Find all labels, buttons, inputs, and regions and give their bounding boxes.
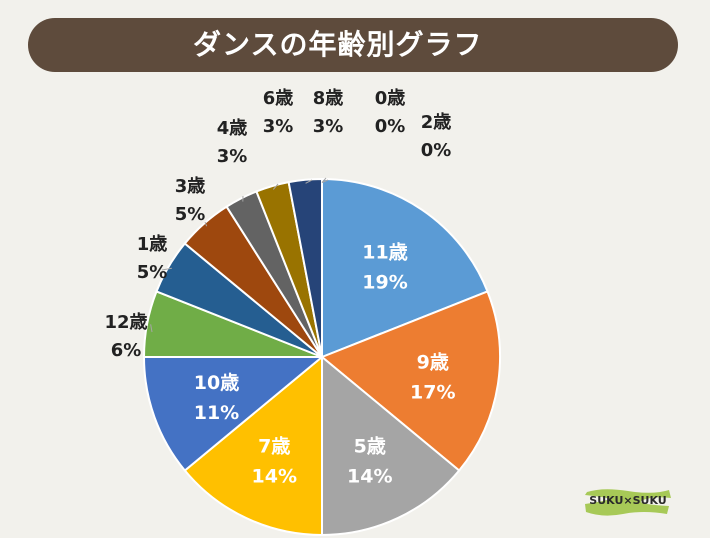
- slice-name-label: 0歳: [375, 88, 406, 109]
- logo: SUKU×SUKU: [583, 486, 673, 516]
- slice-percent-label: 17%: [410, 382, 455, 404]
- slice-percent-label: 3%: [217, 146, 248, 167]
- slice-percent-label: 14%: [252, 465, 297, 487]
- slice-percent-label: 3%: [313, 116, 344, 137]
- pie-slice: [183, 354, 323, 537]
- slice-name-label: 3歳: [175, 176, 206, 197]
- leader-line: [321, 179, 329, 184]
- pie-slice: [320, 290, 501, 472]
- slice-name-label: 11歳: [362, 241, 407, 263]
- leader-line: [272, 183, 279, 190]
- slice-name-label: 1歳: [137, 234, 168, 255]
- slice-percent-label: 6%: [111, 340, 142, 361]
- slice-name-label: 8歳: [313, 88, 344, 109]
- slice-percent-label: 5%: [137, 262, 168, 283]
- slice-name-label: 9歳: [417, 352, 449, 374]
- logo-text: SUKU×SUKU: [589, 494, 667, 507]
- pie-slice: [321, 354, 461, 537]
- slice-percent-label: 11%: [194, 402, 239, 424]
- logo-brush-icon: [585, 489, 671, 516]
- title-bar: ダンスの年齢別グラフ: [28, 18, 678, 72]
- slice-name-label: 12歳: [104, 312, 147, 333]
- slice-percent-label: 0%: [421, 140, 452, 161]
- pie-slice: [287, 177, 323, 358]
- leader-line: [150, 324, 153, 333]
- slice-percent-label: 3%: [263, 116, 294, 137]
- slice-name-label: 7歳: [258, 435, 290, 457]
- slice-name-label: 10歳: [194, 372, 239, 394]
- leader-line: [161, 267, 172, 271]
- pie-slice: [142, 356, 325, 472]
- slice-name-label: 2歳: [421, 112, 452, 133]
- slice-name-label: 6歳: [263, 88, 294, 109]
- pie-slice: [321, 177, 489, 359]
- slice-percent-label: 0%: [375, 116, 406, 137]
- slice-percent-label: 14%: [347, 465, 392, 487]
- leader-line: [305, 179, 313, 184]
- slice-percent-label: 19%: [362, 271, 407, 293]
- slice-name-label: 5歳: [354, 435, 386, 457]
- slice-name-label: 4歳: [217, 118, 248, 139]
- slice-percent-label: 5%: [175, 204, 206, 225]
- leader-line: [204, 221, 208, 227]
- page-title: ダンスの年齢別グラフ: [193, 28, 483, 61]
